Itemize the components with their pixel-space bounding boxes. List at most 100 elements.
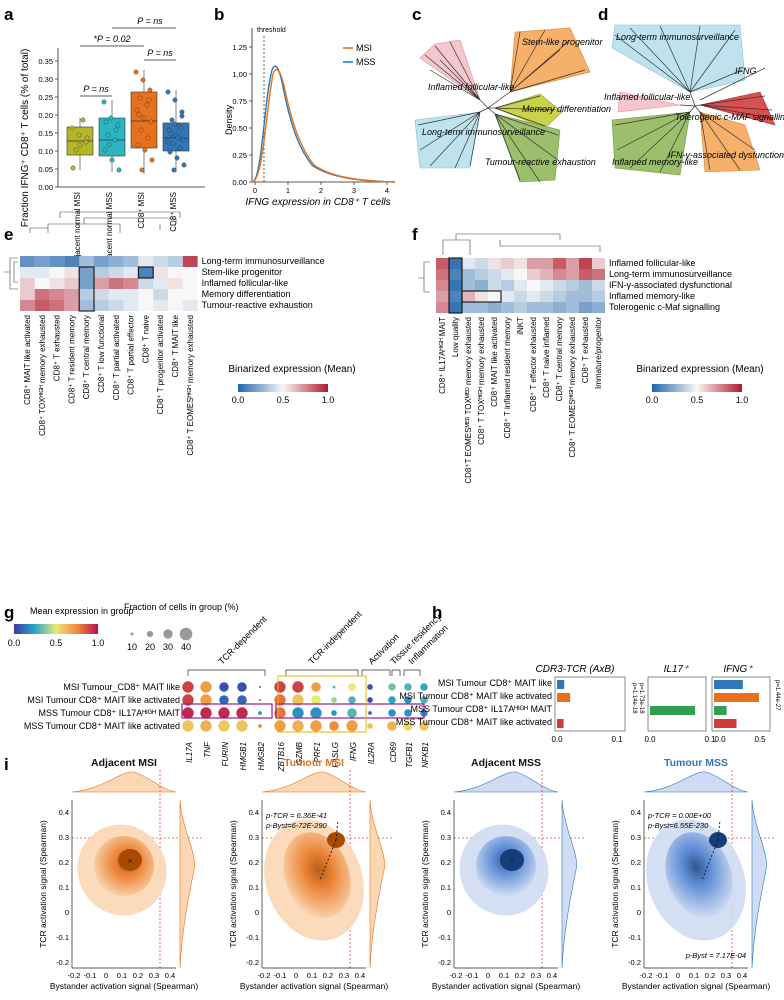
f-col-label: CD8⁺ IL17Aᴴᴵᴳᴴ MAIT (438, 317, 447, 394)
i-ytick: 0.3 (59, 833, 69, 842)
f-heat-cell (488, 302, 501, 313)
i-plot-0: Adjacent MSI-0.2-0.100.10.20.30.4-0.2 -0.… (38, 757, 204, 991)
b-ytick-label: 0.75 (232, 97, 247, 106)
i-ytick: 0 (637, 908, 641, 917)
i-ytick: 0.2 (59, 858, 69, 867)
i-ylabel: TCR activation signal (Spearman) (38, 820, 48, 948)
e-heat-cell (153, 289, 168, 300)
g-colorbar (14, 624, 98, 634)
h-frame (554, 676, 626, 732)
e-heat-cell (123, 278, 139, 289)
a-data-point (135, 142, 141, 148)
a-data-point (136, 112, 142, 118)
threshold-label: threshold (257, 27, 286, 34)
panel-b: b Density 0.00 0.25 0.50 0.75 1.00 1.25 0 1 2 3 4… (214, 5, 396, 208)
e-heat-cell (182, 256, 198, 267)
f-heat-cell (527, 269, 540, 280)
g-gene-label: ZBTB16 (277, 741, 286, 772)
panel-label-a: a (4, 5, 14, 24)
e-heat-cell (108, 278, 124, 289)
g-dot (219, 695, 229, 705)
f-heat-cell (449, 291, 462, 302)
f-heat-cell (514, 291, 527, 302)
a-data-point (115, 122, 121, 128)
g-dot (387, 721, 397, 731)
f-col-label: CD8⁺T EOMESᴹᴱᴰ TOXᴹᴱᴰ memory exhausted (464, 317, 473, 484)
i-xtick: 0.1 (307, 971, 317, 980)
a-data-point (167, 149, 173, 155)
f-heat-cell (475, 280, 488, 291)
f-heat-cell (514, 269, 527, 280)
a-data-point (133, 69, 139, 75)
a-ytick-label: 0.20 (38, 111, 53, 120)
e-heat-cell (94, 278, 109, 289)
f-heat-cell (566, 258, 579, 269)
f-col-label: CD8⁺ T inflamed resident memory (503, 317, 512, 438)
panel-b-ylabel: Density (224, 104, 234, 135)
g-dot (310, 707, 322, 719)
a-data-point (174, 155, 180, 161)
h-bar-ifng (714, 693, 759, 702)
b-ytick-label: 0.25 (232, 151, 247, 160)
f-heat-cell (527, 258, 540, 269)
a-data-point (134, 107, 140, 113)
i-centroid: × (509, 856, 514, 866)
h-bar-cdr3 (557, 719, 564, 728)
f-heat-cell (592, 269, 605, 280)
i-annot: p-Byst=6-72E-290 (265, 821, 327, 830)
g-dot (368, 711, 372, 715)
a-ytick-label: 0.10 (38, 147, 53, 156)
h-bar-ifng (714, 706, 727, 715)
f-heat-cell (475, 258, 488, 269)
i-ytick: 0.4 (441, 808, 451, 817)
f-legend-title: Binarized expression (Mean) (636, 364, 763, 375)
g-size-title: Fraction of cells in group (%) (124, 602, 239, 612)
e-heat-cell (64, 267, 80, 278)
f-heat-cell (436, 258, 449, 269)
a-data-point (169, 117, 175, 123)
e-row-label: Memory differentiation (202, 289, 291, 299)
g-dot (200, 720, 212, 732)
h-bar-il17 (650, 706, 695, 715)
g-gene-label: FASLG (331, 742, 340, 768)
i-xtick: 0.3 (339, 971, 349, 980)
i-ytick: 0.1 (441, 883, 451, 892)
i-ylabel: TCR activation signal (Spearman) (228, 820, 238, 948)
g-dot (367, 723, 373, 729)
c-label-4: Long-term immunosurveillance (422, 127, 545, 137)
e-heat-cell (153, 256, 168, 267)
g-dot (420, 696, 428, 704)
h-xtick-label: 0.0 (714, 735, 726, 744)
f-heat-cell (501, 269, 514, 280)
h-xtick-label: 0.1 (611, 735, 623, 744)
a-data-point (105, 132, 111, 138)
e-heat-cell (153, 278, 168, 289)
b-ytick-label: 0.50 (232, 124, 247, 133)
i-arrow (319, 839, 337, 881)
a-data-point (145, 135, 151, 141)
i-ytick: 0.1 (59, 883, 69, 892)
e-row-label: Long-term immunosurveillance (202, 256, 325, 266)
h-bar-ifng (714, 680, 743, 689)
f-heat-cell (540, 291, 553, 302)
e-heat-cell (64, 300, 80, 311)
i-plot-title: Adjacent MSI (91, 757, 157, 769)
g-row-label: MSI Tumour_CD8⁺ MAIT like (63, 682, 180, 692)
g-dot (403, 721, 413, 731)
f-heat-cell (579, 269, 592, 280)
e-heat-cell (94, 289, 109, 300)
g-gene-label: IL17A (185, 742, 194, 763)
g-row-label: MSI Tumour CD8⁺ MAIT like activated (27, 695, 180, 705)
f-heat-cell (592, 291, 605, 302)
mss-density-line (251, 65, 396, 183)
i-xtick: 0.4 (547, 971, 557, 980)
g-dot (182, 720, 194, 732)
i-xlabel: Bystander activation signal (Spearman) (432, 981, 581, 991)
e-heat-cell (64, 289, 80, 300)
h-title-1: IL17⁺ (664, 664, 689, 675)
f-cb-tick-0: 0.0 (646, 395, 659, 405)
f-heat-cell (501, 258, 514, 269)
g-dot (182, 694, 194, 706)
e-heat-cell (20, 267, 35, 278)
g-gene-label: IL2RA (367, 742, 376, 764)
